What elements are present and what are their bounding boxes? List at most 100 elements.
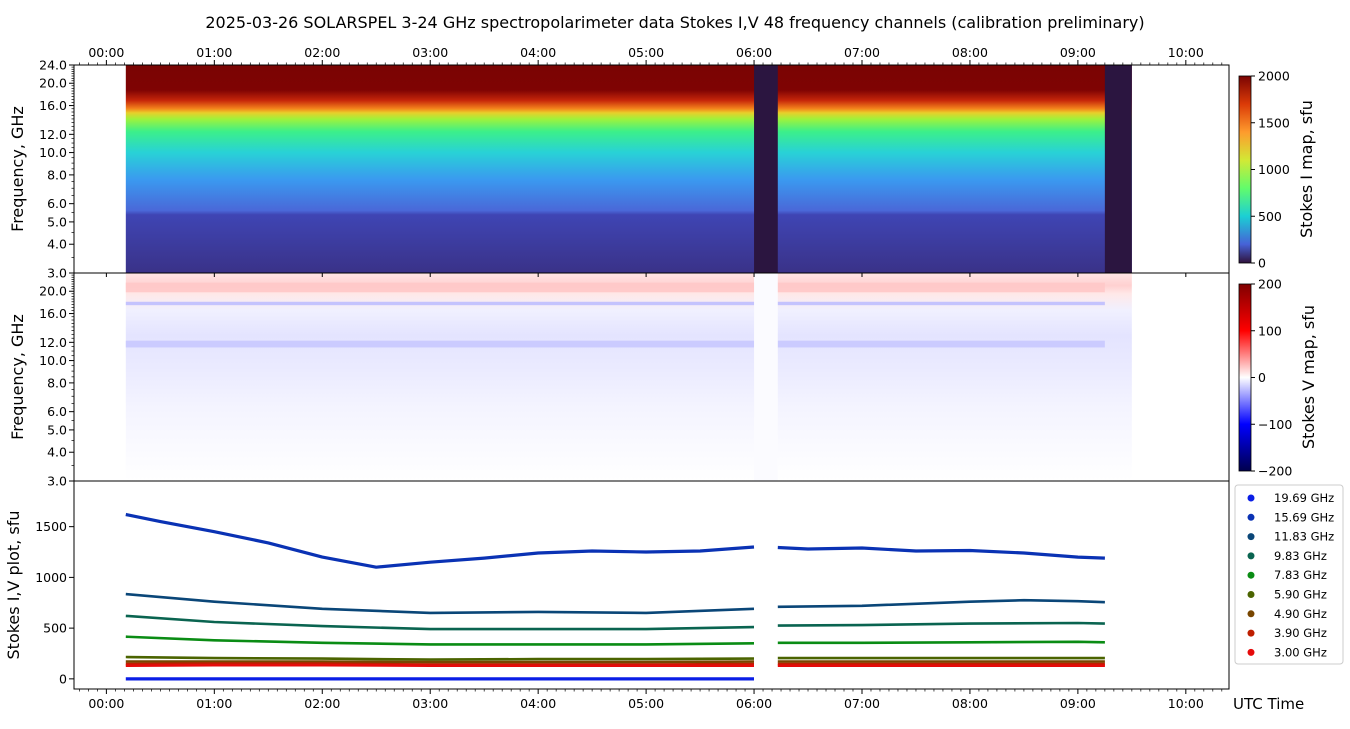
bottom-time-tick-label: 01:00 [196,696,232,711]
colorbar-tick-label: 0 [1258,256,1266,271]
colorbar-tick-label: 2000 [1258,69,1290,84]
stokes-v-band [125,301,1105,306]
stokes-v-colorbar: −200 −100 0 100 200 Stokes V map, sfu [1238,277,1318,479]
stokes-v-band [125,340,1105,348]
bottom-time-tick-label: 00:00 [88,696,124,711]
plot-series-line [125,660,755,664]
top-time-tick-label: 09:00 [1060,45,1096,60]
colorbar-tick-label: 1000 [1258,162,1290,177]
plot-y-tick-label: 1000 [35,570,67,585]
stokes-v-colorbar-gradient [1238,283,1252,472]
stokes-plot-area [73,480,1230,690]
stokes-i-colorbar: 0 500 1000 1500 2000 Stokes I map, sfu [1238,69,1316,271]
bottom-time-tick-label: 02:00 [304,696,340,711]
frequency-tick-label: 4.0 [47,237,67,252]
frequency-tick-label: 5.0 [47,214,67,229]
plot-y-tick-label: 500 [43,621,67,636]
top-time-axis: 00:00 01:00 02:00 03:00 04:00 05:00 06:00 07:00… [79,45,1223,65]
legend-entry-label: 11.83 GHz [1274,530,1334,544]
legend-marker [1247,494,1255,502]
colorbar-tick-label: 500 [1258,209,1282,224]
stokes-v-band [125,282,1105,293]
frequency-tick-label: 3.0 [47,266,67,281]
legend-marker [1247,533,1255,541]
stokes-i-map-gap [1104,65,1132,273]
stokes-v-map-panel: 3.0 4.0 5.0 6.0 8.0 10.0 12.0 16.0 20.0 Frequenc… [8,272,1230,489]
plot-series-line [777,545,1105,560]
stokes-v-colorbar-ticks: −200 −100 0 100 200 [1251,277,1292,479]
colorbar-tick-label: 1500 [1258,115,1290,130]
stokes-i-map-panel: 3.0 4.0 5.0 6.0 8.0 10.0 12.0 16.0 20.0 24.0 00:0… [8,45,1230,281]
frequency-tick-label: 10.0 [39,145,67,160]
top-time-tick-label: 10:00 [1168,45,1204,60]
bottom-time-tick-label: 06:00 [736,696,772,711]
plot-series-line [125,512,755,569]
plot-series-line [777,598,1105,609]
stokes-v-colorbar-label: Stokes V map, sfu [1299,305,1318,449]
frequency-tick-label: 8.0 [47,167,67,182]
frequency-tick-label: 20.0 [39,76,67,91]
legend-marker [1247,513,1255,521]
frequency-tick-label: 12.0 [39,127,67,142]
frequency-tick-label: 16.0 [39,98,67,113]
top-time-tick-label: 02:00 [304,45,340,60]
top-time-tick-label: 00:00 [88,45,124,60]
bottom-time-tick-label: 05:00 [628,696,664,711]
frequency-tick-label: 5.0 [47,422,67,437]
stokes-v-map-gap [754,273,778,481]
stokes-v-map-data [125,273,1132,481]
plot-series-line [125,655,755,661]
stokes-v-y-label: Frequency, GHz [8,314,27,440]
legend-marker [1247,552,1255,560]
stokes-i-map-gap [754,65,778,273]
stokes-i-map-data [125,65,1132,273]
frequency-tick-label: 20.0 [39,284,67,299]
top-time-tick-label: 05:00 [628,45,664,60]
top-time-tick-label: 03:00 [412,45,448,60]
plot-series-line [777,640,1105,645]
frequency-tick-label: 6.0 [47,404,67,419]
legend-box [1234,484,1344,665]
bottom-time-tick-label: 10:00 [1168,696,1204,711]
colorbar-tick-label: 200 [1258,277,1282,292]
bottom-time-axis: 00:00 01:00 02:00 03:00 04:00 05:00 06:00 07:00… [79,689,1223,711]
colorbar-tick-label: −200 [1258,464,1292,479]
plot-series-line [777,621,1105,627]
legend-marker [1247,591,1255,598]
colorbar-tick-label: −100 [1258,417,1292,432]
bottom-time-tick-label: 03:00 [412,696,448,711]
chart-legend: 19.69 GHz 15.69 GHz 11.83 GHz 9.83 GHz 7.83 … [1234,484,1344,665]
legend-marker [1247,610,1255,618]
stokes-v-y-axis: 3.0 4.0 5.0 6.0 8.0 10.0 12.0 16.0 20.0 [39,272,74,489]
legend-marker [1247,648,1255,656]
frequency-tick-label: 8.0 [47,375,67,390]
stokes-i-colorbar-label: Stokes I map, sfu [1297,100,1316,238]
top-time-tick-label: 04:00 [520,45,556,60]
legend-entry-label: 15.69 GHz [1274,510,1334,524]
frequency-tick-label: 6.0 [47,196,67,211]
legend-marker [1247,629,1255,637]
bottom-time-tick-label: 09:00 [1060,696,1096,711]
colorbar-tick-label: 0 [1258,370,1266,385]
frequency-tick-label: 4.0 [47,445,67,460]
top-time-tick-label: 07:00 [844,45,880,60]
bottom-time-tick-label: 04:00 [520,696,556,711]
legend-entry-label: 4.90 GHz [1274,607,1327,621]
legend-entry-label: 5.90 GHz [1274,588,1327,602]
frequency-tick-label: 10.0 [39,353,67,368]
stokes-i-y-axis: 3.0 4.0 5.0 6.0 8.0 10.0 12.0 16.0 20.0 24.0 [39,58,74,281]
legend-entry-label: 9.83 GHz [1274,549,1327,563]
stokes-i-colorbar-gradient [1238,75,1252,264]
stokes-i-colorbar-ticks: 0 500 1000 1500 2000 [1251,69,1290,271]
legend-entry-label: 19.69 GHz [1274,491,1334,505]
stokes-plot-y-axis: 0 500 1000 1500 [35,519,74,686]
legend-entry-label: 7.83 GHz [1274,568,1327,582]
top-time-tick-label: 01:00 [196,45,232,60]
colorbar-tick-label: 100 [1258,323,1282,338]
legend-entry-label: 3.90 GHz [1274,626,1327,640]
frequency-tick-label: 24.0 [39,58,67,73]
legend-marker [1247,571,1255,579]
plot-series-line [125,614,755,631]
top-time-tick-label: 08:00 [952,45,988,60]
